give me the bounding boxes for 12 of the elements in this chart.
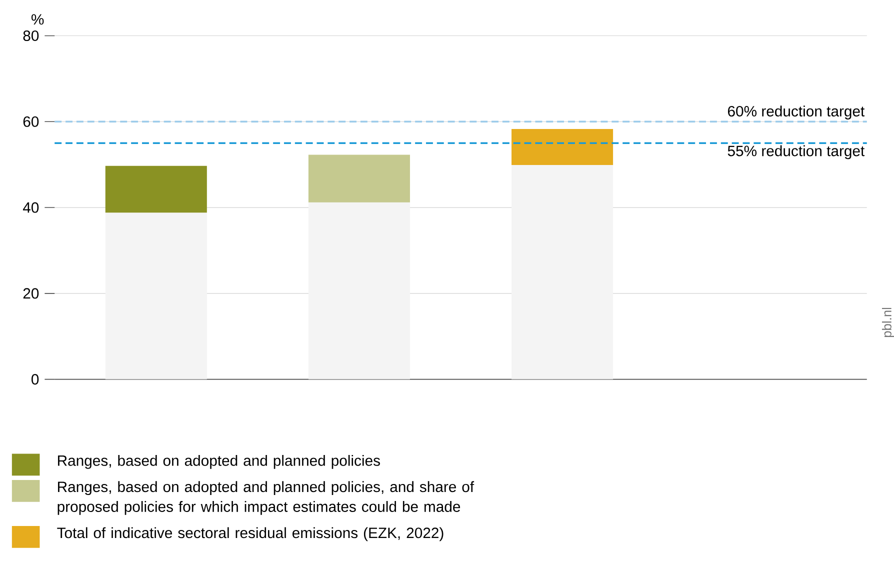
ref-line-label: 55% reduction target (728, 145, 865, 160)
y-tick-label: 40 (22, 202, 39, 213)
y-tick-label: 60 (23, 116, 39, 127)
text: pbl.nl (882, 308, 894, 338)
y-tick-label: 20 (23, 288, 39, 299)
y-tick-label: 0 (32, 374, 39, 385)
y-axis-title: % (32, 14, 44, 25)
legend-label: Ranges, based on adopted and planned policies (58, 454, 380, 469)
legend-label: Total of indicative sectoral residual emissions (EZK, 2022) (57, 527, 444, 542)
y-tick-label: 80 (23, 30, 39, 42)
ref-line-label: 60% reduction target (728, 106, 865, 120)
legend-label: Ranges, based on adopted and planned policies, and share of proposed policies for which impact estimates could be made (58, 481, 474, 515)
